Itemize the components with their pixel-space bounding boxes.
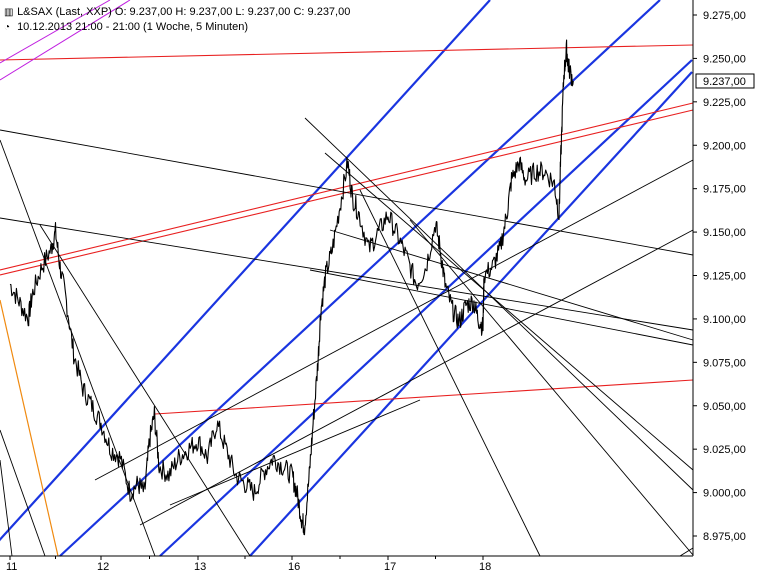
- x-tick-label: 18: [479, 561, 491, 573]
- y-tick-label: 9.175,00: [703, 184, 746, 196]
- overlay-line[interactable]: [0, 217, 694, 331]
- y-tick-label: 9.250,00: [703, 53, 746, 65]
- ohlc-bars-icon: ▥: [4, 7, 14, 18]
- overlay-line[interactable]: [309, 269, 694, 346]
- period-text: 10.12.2013 21:00 - 21:00 (1 Woche, 5 Min…: [17, 21, 249, 33]
- y-tick-label: 9.025,00: [703, 444, 746, 456]
- x-tick-label: 13: [194, 561, 206, 573]
- overlay-line[interactable]: [0, 299, 59, 557]
- overlay-line[interactable]: [0, 102, 694, 271]
- overlay-line[interactable]: [0, 139, 156, 557]
- x-tick-label: 17: [384, 561, 396, 573]
- y-tick-label: 9.225,00: [703, 97, 746, 109]
- instrument-name: L&SAX (Last, XXP): [17, 6, 112, 18]
- overlay-line[interactable]: [0, 0, 491, 545]
- y-tick-label: 9.125,00: [703, 271, 746, 283]
- y-tick-label: 9.075,00: [703, 357, 746, 369]
- overlay-line[interactable]: [249, 71, 693, 557]
- y-tick-label: 9.100,00: [703, 314, 746, 326]
- overlay-line[interactable]: [169, 399, 421, 506]
- overlay-line[interactable]: [0, 459, 13, 557]
- overlay-line[interactable]: [409, 219, 694, 556]
- overlay-line[interactable]: [39, 224, 251, 557]
- header-line-2: ◔ 10.12.2013 21:00 - 21:00 (1 Woche, 5 M…: [4, 21, 248, 33]
- overlay-line[interactable]: [0, 129, 694, 256]
- price-axis: 9.275,00 9.250,00 9.225,00 9.200,00 9.175,00…: [0, 0, 755, 557]
- overlay-line[interactable]: [0, 44, 694, 61]
- clock-icon: ◔: [4, 22, 11, 33]
- y-tick-label: 9.275,00: [703, 10, 746, 22]
- overlay-line[interactable]: [304, 117, 694, 491]
- x-tick-label: 12: [97, 561, 109, 573]
- overlay-line[interactable]: [159, 59, 693, 557]
- overlay-line[interactable]: [679, 547, 694, 557]
- y-tick-label: 9.200,00: [703, 140, 746, 152]
- price-line: [9, 39, 574, 536]
- overlay-line[interactable]: [94, 159, 694, 481]
- x-tick-label: 11: [6, 561, 17, 573]
- time-axis: 11 12 13 16 17 18: [6, 556, 491, 573]
- x-tick-label: 16: [288, 561, 300, 573]
- ohlc-values: O: 9.237,00 H: 9.237,00 L: 9.237,00 C: 9…: [114, 6, 351, 18]
- overlay-line[interactable]: [329, 229, 694, 341]
- overlay-line[interactable]: [324, 152, 694, 471]
- last-price-box: [695, 73, 755, 89]
- overlay-line[interactable]: [0, 429, 46, 557]
- header-line-1: ▥ L&SAX (Last, XXP) O: 9.237,00 H: 9.237…: [4, 6, 350, 18]
- y-tick-label: 9.000,00: [703, 488, 746, 500]
- overlay-line[interactable]: [359, 189, 541, 557]
- price-series: [9, 39, 574, 536]
- overlay-line[interactable]: [154, 379, 694, 415]
- drawing-overlays: [0, 0, 694, 557]
- overlay-line[interactable]: [59, 0, 661, 557]
- y-tick-label: 9.150,00: [703, 227, 746, 239]
- overlay-line[interactable]: [139, 229, 694, 526]
- y-tick-label: 9.050,00: [703, 401, 746, 413]
- overlay-line[interactable]: [0, 0, 111, 64]
- last-price-label: 9.237,00: [703, 76, 746, 88]
- y-tick-label: 8.975,00: [703, 531, 746, 543]
- overlay-line[interactable]: [0, 0, 131, 81]
